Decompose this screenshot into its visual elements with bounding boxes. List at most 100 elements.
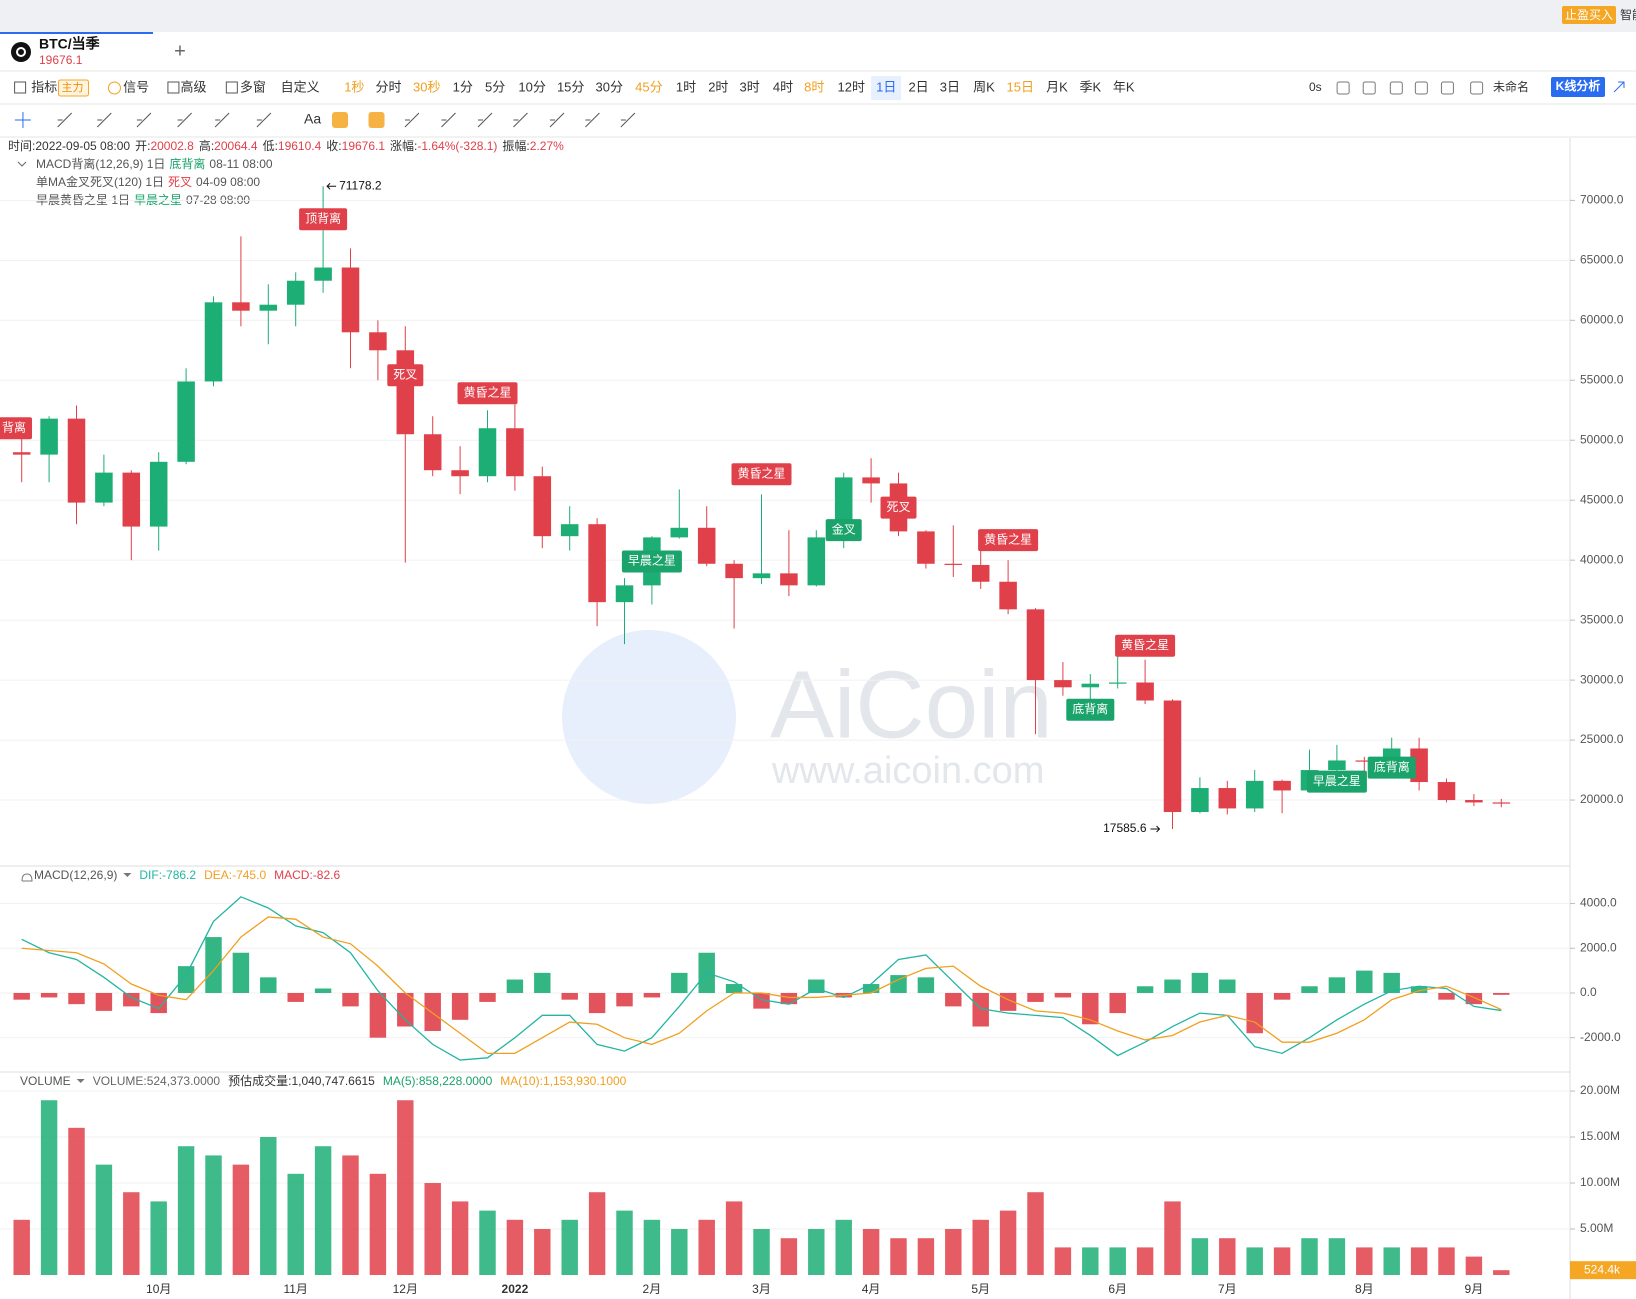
toolbar-item[interactable]: 2日 [908,79,928,94]
toolbar-item[interactable]: 指标 [31,79,57,94]
y-tick-label: 20000.0 [1580,792,1624,806]
signal-box [1367,756,1416,779]
toolbar-item[interactable]: 30分 [596,79,623,94]
toolbar-icon[interactable] [107,81,121,95]
tool-icon[interactable] [57,112,73,128]
toolbar-item[interactable]: 自定义 [281,79,320,94]
toolbar-icon[interactable] [1362,81,1376,95]
candle-body [533,476,552,537]
tool-icon[interactable] [620,112,636,128]
volume-bar [1301,1238,1318,1275]
toolbar-item[interactable]: 15分 [557,79,584,94]
buy-button-text[interactable]: 止盈买入 [1565,8,1613,22]
toolbar-item[interactable]: 月K [1046,79,1068,94]
tool-icon[interactable] [477,112,493,128]
toolbar-item[interactable]: 30秒 [413,79,440,94]
macd-bar [1054,992,1072,998]
tool-icon[interactable] [177,112,192,128]
toolbar-item[interactable]: 12时 [838,79,865,94]
signal-box [1306,770,1367,793]
toolbar-item[interactable]: 3日 [940,79,960,94]
tool-icon[interactable] [441,112,456,128]
analysis-button[interactable] [1551,77,1605,97]
tool-icon[interactable] [549,112,565,128]
tool-icon[interactable] [96,112,112,128]
macd-bar [1301,986,1318,993]
candle-body [1081,683,1100,688]
toolbar-item[interactable]: 10分 [518,79,545,94]
buy-button[interactable] [1562,6,1616,24]
macd-bar [1027,992,1044,1002]
toolbar-icon[interactable] [167,81,180,94]
dropdown[interactable] [76,1079,85,1083]
candle-body [1026,609,1045,681]
macd-line [21,916,1502,1054]
macd-bar [150,992,167,1014]
info-value: 19676.1 [342,139,386,153]
bell-icon[interactable] [21,873,33,882]
toolbar-item[interactable]: 1分 [453,79,473,94]
tool-icon[interactable] [14,112,31,128]
toolbar-item[interactable]: 季K [1080,79,1102,94]
macd-bar [40,992,58,998]
tool-icon[interactable] [404,112,420,128]
volume-bar [123,1192,140,1275]
toolbar-item[interactable]: 15日 [1006,79,1033,94]
toolbar-item[interactable]: 高级 [180,79,206,94]
toolbar-icon[interactable] [1389,81,1403,95]
symbol[interactable]: BTC/当季 [39,36,100,52]
macd-bar [260,977,277,993]
collapse-icon[interactable] [17,161,27,167]
toolbar-item[interactable]: 周K [973,79,995,94]
toolbar-item[interactable]: 5分 [485,79,505,94]
tool-icon[interactable] [136,112,152,128]
toolbar-item[interactable]: 45分 [635,79,662,94]
signal-label: 顶背离 [305,210,341,225]
toolbar-icon[interactable] [1470,81,1484,95]
toolbar-item[interactable]: 3时 [739,79,759,94]
analysis-button-text[interactable]: K线分析 [1556,78,1601,93]
volume-bar [369,1173,387,1275]
tool-icon[interactable] [513,112,528,128]
layout-name[interactable]: 未命名 [1493,79,1529,94]
toolbar-item[interactable]: 1时 [676,79,696,94]
toolbar-icon[interactable] [1414,81,1428,95]
toolbar-item[interactable]: 分时 [375,79,401,94]
candle-body [1492,802,1511,804]
toolbar-item[interactable]: 多窗 [240,79,266,94]
candle-body [615,585,634,603]
macd-bar [1246,992,1263,1034]
signal-label: 底背离 [1072,701,1108,716]
toolbar-item[interactable]: 8时 [804,79,824,94]
info-label: 高: [199,138,214,153]
macd-bar [643,992,661,998]
candle-body [780,573,798,586]
toolbar-item[interactable]: 1日 [876,79,896,94]
dropdown[interactable] [123,873,132,877]
macd-bar [671,972,688,993]
toolbar-item[interactable]: 信号 [123,79,149,94]
tool-icon[interactable] [332,112,349,128]
signal-label: 底背离 [1374,759,1410,774]
tool-icon[interactable] [585,112,600,128]
candle-body [999,581,1017,610]
toolbar-icon[interactable] [1440,81,1454,95]
add-tab[interactable]: + [174,40,186,62]
toolbar-item[interactable]: 1秒 [344,79,364,94]
y-tick-label: 50000.0 [1580,432,1624,446]
tool-icon[interactable] [368,112,385,128]
toolbar-item[interactable]: 年K [1113,79,1135,94]
macd-bar [561,992,578,1000]
macd-bar [1164,979,1181,993]
tool-icon[interactable] [256,112,272,128]
share-icon[interactable] [1613,81,1625,93]
tool-icon[interactable] [214,112,230,128]
text-tool[interactable]: Aa [304,111,321,127]
candle-body [1437,782,1456,801]
toolbar-icon[interactable] [1336,81,1350,95]
toolbar-item[interactable]: 4时 [773,79,793,94]
toolbar-item[interactable]: 2时 [708,79,728,94]
toolbar-icon[interactable] [225,81,238,94]
toolbar-icon[interactable] [14,81,27,94]
candle-body [1191,788,1209,813]
